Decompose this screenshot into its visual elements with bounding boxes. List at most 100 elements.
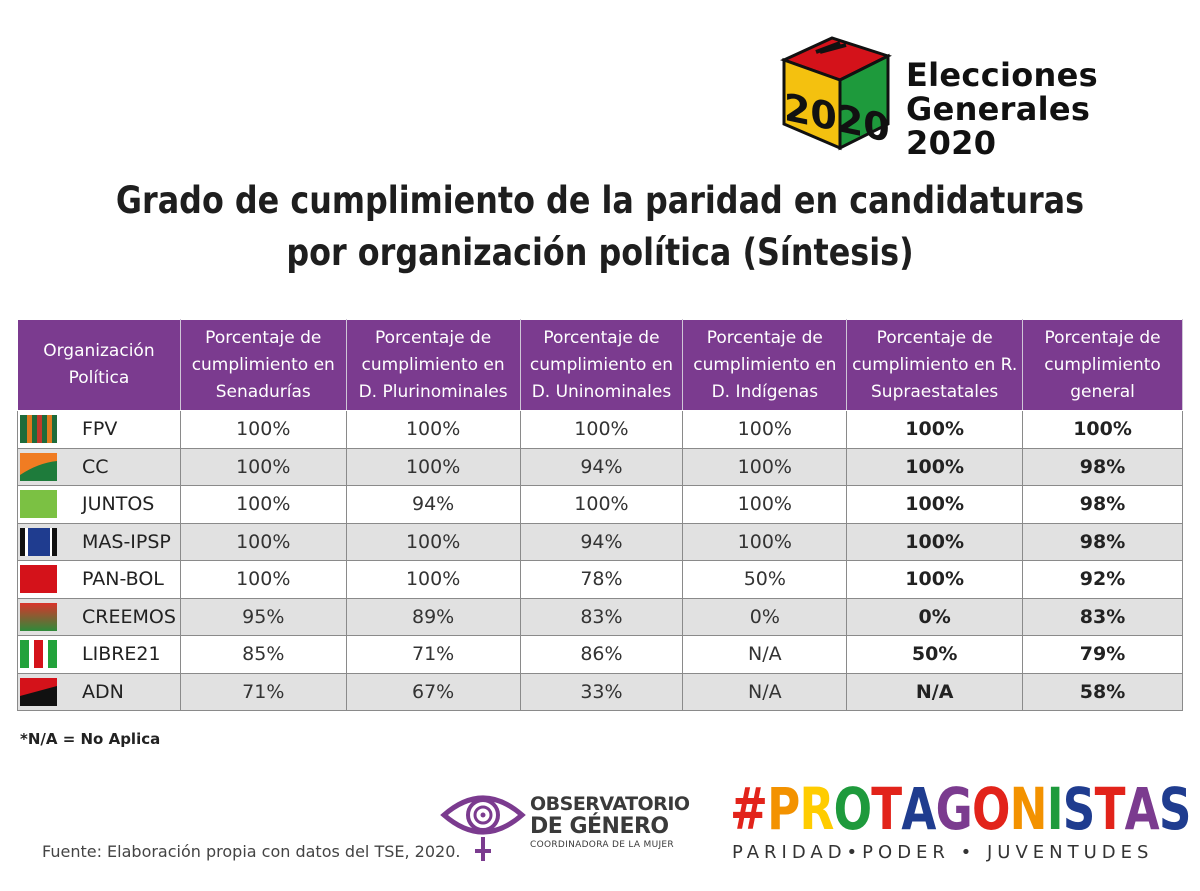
value-cell: 100% — [345, 410, 521, 449]
party-cell: MAS-IPSP — [17, 522, 181, 561]
observatorio-genero-logo: OBSERVATORIO DE GÉNERO COORDINADORA DE L… — [440, 783, 700, 863]
value-cell: 94% — [519, 522, 684, 561]
party-cell: ADN — [17, 672, 181, 711]
value-cell: 100% — [682, 522, 848, 561]
hashtag-letter: N — [1009, 775, 1048, 843]
value-cell: 100% — [682, 410, 848, 449]
hashtag-letter: P — [767, 775, 800, 843]
value-cell: 100% — [345, 560, 521, 599]
party-name: ADN — [82, 680, 124, 703]
value-cell: 89% — [345, 597, 521, 636]
value-cell: 100% — [846, 560, 1024, 599]
header-plurinominales: Porcentaje de cumplimiento en D. Plurino… — [345, 319, 521, 411]
party-cell: PAN-BOL — [17, 560, 181, 599]
libre21-flag-icon — [20, 640, 57, 668]
value-cell: 50% — [682, 560, 848, 599]
table-row: CC 100% 100% 94% 100% 100% 98% — [17, 447, 1183, 486]
value-cell: 100% — [846, 522, 1024, 561]
hashtag-letter: O — [833, 775, 872, 843]
compliance-table: Organización Política Porcentaje de cump… — [17, 319, 1183, 711]
value-cell: 0% — [682, 597, 848, 636]
observatorio-line-3: COORDINADORA DE LA MUJER — [530, 840, 674, 850]
value-cell: 100% — [1022, 410, 1183, 449]
value-cell: 71% — [345, 635, 521, 674]
value-cell: 94% — [345, 485, 521, 524]
party-cell: CREEMOS — [17, 597, 181, 636]
hashtag-letter: G — [935, 775, 973, 843]
value-cell: 100% — [179, 447, 347, 486]
fpv-flag-icon — [20, 415, 57, 443]
value-cell: 98% — [1022, 485, 1183, 524]
party-name: PAN-BOL — [82, 568, 164, 590]
value-cell: 100% — [682, 447, 848, 486]
party-cell: CC — [17, 447, 181, 486]
value-cell: 100% — [846, 410, 1024, 449]
header-senadurias: Porcentaje de cumplimiento en Senadurías — [179, 319, 347, 411]
pan-bol-flag-icon — [20, 565, 57, 593]
value-cell: 85% — [179, 635, 347, 674]
hashtag-letter: O — [971, 775, 1010, 843]
party-name: CC — [82, 455, 109, 478]
brand-line-1: Elecciones — [906, 56, 1098, 94]
table-row: CREEMOS 95% 89% 83% 0% 0% 83% — [17, 597, 1183, 636]
value-cell: N/A — [682, 635, 848, 674]
hashtag-letter: S — [1062, 775, 1096, 843]
header-organizacion: Organización Política — [17, 319, 181, 411]
table-row: MAS-IPSP 100% 100% 94% 100% 100% 98% — [17, 522, 1183, 561]
value-cell: 100% — [519, 410, 684, 449]
juntos-flag-icon — [20, 490, 57, 518]
party-name: CREEMOS — [82, 605, 176, 628]
value-cell: 86% — [519, 635, 684, 674]
value-cell: 58% — [1022, 672, 1183, 711]
header-uninominales: Porcentaje de cumplimiento en D. Uninomi… — [519, 319, 684, 411]
value-cell: 94% — [519, 447, 684, 486]
value-cell: 92% — [1022, 560, 1183, 599]
elecciones-2020-logo: 2020 Elecciones Generales 2020 — [776, 30, 1176, 160]
value-cell: 100% — [846, 485, 1024, 524]
brand-line-2: Generales 2020 — [906, 90, 1091, 162]
table-header-row: Organización Política Porcentaje de cump… — [17, 319, 1183, 411]
brand-title: Elecciones Generales 2020 — [906, 58, 1176, 160]
party-cell: LIBRE21 — [17, 635, 181, 674]
party-name: LIBRE21 — [82, 643, 161, 665]
na-footnote: *N/A = No Aplica — [20, 730, 161, 748]
protagonistas-logo: #PROTAGONISTAS PARIDAD•PODER • JUVENTUDE… — [730, 775, 1191, 872]
value-cell: 100% — [179, 485, 347, 524]
value-cell: 79% — [1022, 635, 1183, 674]
value-cell: 100% — [179, 410, 347, 449]
value-cell: N/A — [682, 672, 848, 711]
cc-flag-icon — [20, 452, 57, 481]
table-row: PAN-BOL 100% 100% 78% 50% 100% 92% — [17, 560, 1183, 599]
table-row: ADN 71% 67% 33% N/A N/A 58% — [17, 672, 1183, 711]
value-cell: 50% — [846, 635, 1024, 674]
hashtag-letter: A — [1124, 775, 1160, 843]
header-general: Porcentaje de cumplimiento general — [1022, 319, 1183, 411]
table-row: FPV 100% 100% 100% 100% 100% 100% — [17, 410, 1183, 449]
protagonistas-tagline: PARIDAD•PODER • JUVENTUDES — [732, 842, 1154, 863]
hashtag-letter: S — [1158, 775, 1192, 843]
hashtag-letter: I — [1046, 775, 1064, 843]
title-line-2: por organización política (Síntesis) — [286, 231, 914, 274]
party-cell: FPV — [17, 410, 181, 449]
protagonistas-hashtag: #PROTAGONISTAS — [730, 775, 1191, 843]
title-line-1: Grado de cumplimiento de la paridad en c… — [115, 179, 1085, 222]
value-cell: 100% — [179, 522, 347, 561]
hashtag-letter: A — [901, 775, 936, 843]
source-note: Fuente: Elaboración propia con datos del… — [42, 842, 461, 861]
party-name: JUNTOS — [82, 493, 155, 515]
value-cell: 95% — [179, 597, 347, 636]
header-supraestatales: Porcentaje de cumplimiento en R. Supraes… — [846, 319, 1024, 411]
value-cell: 0% — [846, 597, 1024, 636]
value-cell: 100% — [345, 447, 521, 486]
hashtag-letter: R — [799, 775, 835, 843]
eye-venus-icon — [440, 795, 526, 861]
table-row: JUNTOS 100% 94% 100% 100% 100% 98% — [17, 485, 1183, 524]
adn-flag-icon — [20, 677, 57, 706]
ballot-box-icon: 2020 — [780, 36, 892, 152]
header-indigenas: Porcentaje de cumplimiento en D. Indígen… — [682, 319, 848, 411]
party-name: FPV — [82, 418, 118, 440]
value-cell: N/A — [846, 672, 1024, 711]
value-cell: 78% — [519, 560, 684, 599]
value-cell: 100% — [179, 560, 347, 599]
value-cell: 83% — [1022, 597, 1183, 636]
